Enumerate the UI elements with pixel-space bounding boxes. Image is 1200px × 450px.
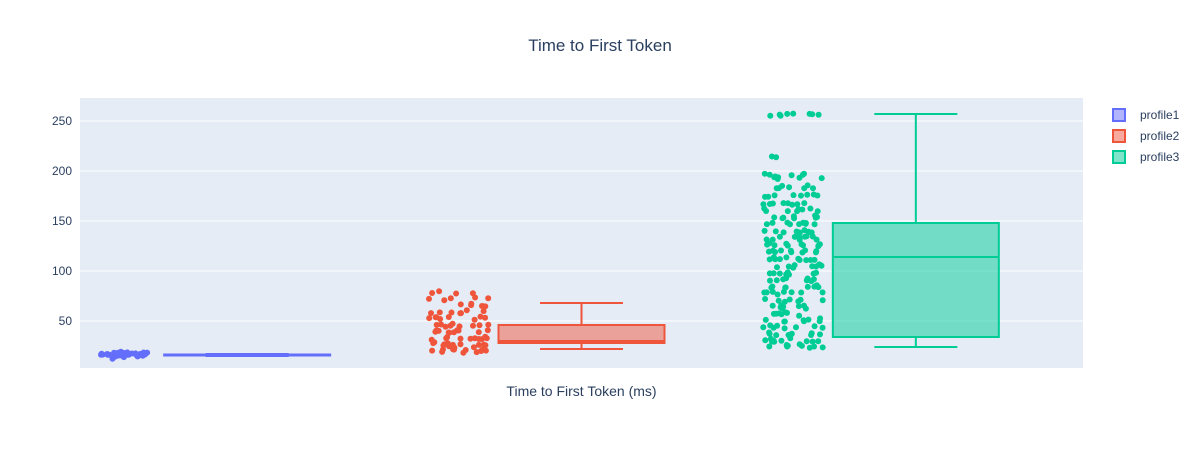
box-profile1[interactable] bbox=[163, 353, 332, 357]
y-tick-label: 150 bbox=[51, 214, 72, 228]
legend-item-profile3[interactable]: profile3 bbox=[1112, 146, 1179, 167]
points-profile2[interactable] bbox=[426, 288, 492, 356]
points-profile3[interactable] bbox=[760, 110, 826, 351]
chart-canvas bbox=[80, 110, 1083, 362]
plot-area[interactable] bbox=[80, 98, 1083, 368]
legend-swatch-icon bbox=[1112, 107, 1126, 122]
legend-item-label: profile1 bbox=[1140, 107, 1180, 122]
legend-item-profile2[interactable]: profile2 bbox=[1112, 125, 1179, 146]
legend-swatch-icon bbox=[1112, 149, 1126, 164]
y-tick-label: 100 bbox=[51, 264, 72, 278]
box-profile3[interactable] bbox=[831, 113, 1000, 348]
y-tick-label: 200 bbox=[51, 164, 72, 178]
y-axis: 50 100 150 200 250 bbox=[0, 98, 72, 368]
legend: profile1 profile2 profile3 bbox=[1112, 104, 1179, 167]
points-profile1[interactable] bbox=[98, 348, 151, 362]
chart-title: Time to First Token bbox=[528, 36, 672, 55]
y-tick-label: 50 bbox=[58, 314, 72, 328]
legend-item-profile1[interactable]: profile1 bbox=[1112, 104, 1179, 125]
legend-swatch-icon bbox=[1112, 128, 1126, 143]
legend-item-label: profile3 bbox=[1140, 149, 1180, 164]
legend-item-label: profile2 bbox=[1140, 128, 1180, 143]
box-profile2[interactable] bbox=[497, 302, 666, 350]
x-axis-title: Time to First Token (ms) bbox=[506, 383, 657, 399]
y-tick-label: 250 bbox=[51, 114, 72, 128]
